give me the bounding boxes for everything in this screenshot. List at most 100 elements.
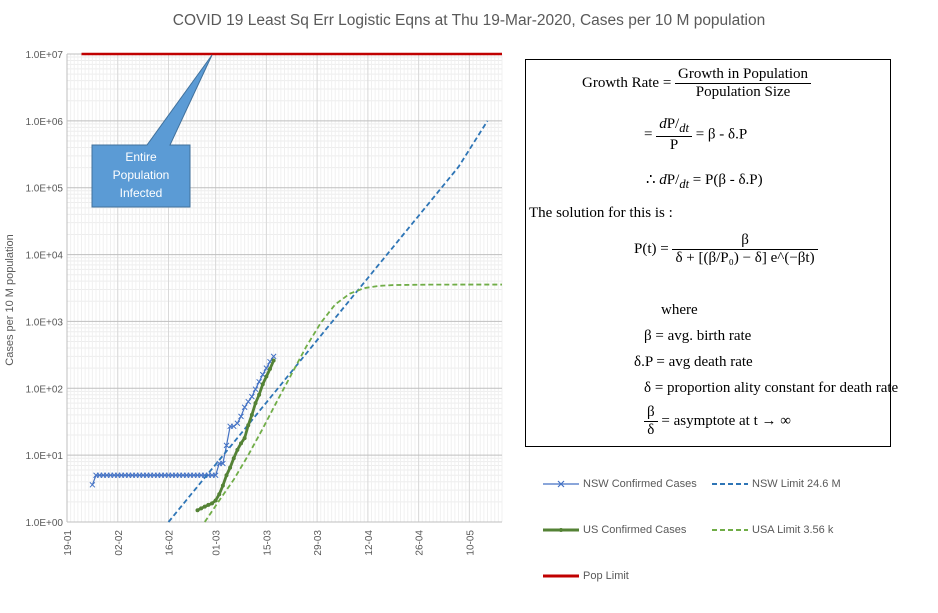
series-us-confirmed-cases-point-7 [220, 483, 225, 488]
series-nsw-confirmed-cases-point-0 [89, 481, 96, 488]
legend-us-confirmed-label: US Confirmed Cases [583, 524, 687, 536]
dpdt-rhs: = P(β - δ.P) [692, 172, 763, 188]
growth-numerator: Growth in Population [675, 66, 812, 84]
series-us-confirmed-cases-point-16 [253, 401, 258, 406]
def-death-rate: δ.P = avg death rate [634, 354, 753, 370]
x-tick-label-2: 16-02 [165, 530, 176, 556]
legend-nsw-confirmed: NSW Confirmed Cases [543, 478, 697, 490]
growth-denominator: Population Size [695, 84, 791, 100]
y-tick-label-0: 1.0E+00 [25, 518, 63, 529]
y-tick-label-4: 1.0E+04 [25, 251, 63, 262]
series-nsw-limit-24-6-m-line [167, 120, 489, 523]
where-text: where [661, 302, 698, 318]
x-tick-label-0: 19-01 [63, 530, 74, 556]
callout-box [91, 54, 213, 208]
callout-text: Entire Population Infected [92, 148, 190, 202]
def-asymptote: β δ = asymptote at t → ∞ [644, 404, 791, 439]
growth-fraction: Growth in Population Population Size [675, 66, 812, 101]
series-us-confirmed-cases-point-21 [271, 358, 276, 363]
y-tick-label-6: 1.0E+06 [25, 117, 63, 128]
series-us-confirmed-cases-point-9 [228, 465, 233, 470]
series-us-confirmed-cases-point-10 [231, 456, 236, 461]
y-tick-label-1: 1.0E+01 [25, 451, 63, 462]
series-us-confirmed-cases-point-5 [213, 498, 218, 503]
x-tick-label-8: 10-05 [465, 530, 476, 556]
pt-equation: P(t) = β δ + [(β/P₀) − δ] e^(−βt) [634, 232, 818, 267]
series-us-confirmed-cases-point-0 [195, 508, 200, 513]
series-us-confirmed-cases-point-12 [239, 441, 243, 446]
pt-numerator: β [672, 232, 818, 250]
p-denominator: P [669, 137, 679, 153]
legend-nsw-limit-marker [712, 483, 748, 486]
rate-equation: = dP/dt P = β - δ.P [644, 116, 748, 154]
series-us-confirmed-cases-point-17 [257, 392, 262, 397]
legend-us-confirmed: US Confirmed Cases [543, 524, 686, 536]
series-us-confirmed-cases-point-20 [268, 366, 272, 371]
series-nsw-confirmed-cases-point-45 [252, 386, 259, 393]
series-us-confirmed-cases-point-8 [224, 473, 229, 478]
y-tick-label-5: 1.0E+05 [25, 184, 63, 195]
pt-label: P(t) = [634, 240, 669, 257]
callout-line-1: Entire [125, 150, 157, 164]
series-nsw-confirmed-cases-point-34 [212, 472, 219, 479]
legend-pop-limit-marker [543, 574, 579, 578]
series-us-confirmed-cases-point-1 [199, 506, 204, 511]
dpdt-equation: ∴ dP/dt = P(β - δ.P) [646, 172, 763, 191]
pt-denominator: δ + [(β/P₀) − δ] e^(−βt) [675, 250, 815, 266]
legend-usa-limit-label: USA Limit 3.56 k [752, 524, 834, 536]
legend-usa-limit: USA Limit 3.56 k [712, 524, 833, 536]
beta-numerator: β [644, 404, 658, 422]
def-proportionality: δ = proportion ality constant for death … [644, 380, 899, 396]
legend-nsw-confirmed-label: NSW Confirmed Cases [583, 478, 697, 490]
series-nsw-confirmed-cases-point-44 [249, 393, 255, 400]
growth-rate-equation: Growth Rate = Growth in Population Popul… [582, 66, 812, 101]
x-tick-label-1: 02-02 [114, 530, 125, 556]
series-us-confirmed-cases-point-3 [206, 502, 211, 507]
asymptote-rhs: = asymptote at t → ∞ [661, 412, 791, 429]
delta-denominator: δ [647, 422, 655, 438]
series-us-confirmed-cases-point-2 [202, 504, 207, 509]
series-us-confirmed-cases-point-15 [249, 412, 254, 417]
legend-usa-limit-marker [712, 529, 748, 532]
series-us-confirmed-cases-point-4 [210, 501, 214, 506]
solution-text: The solution for this is : [529, 205, 673, 221]
series-us-confirmed-cases-point-11 [235, 447, 240, 452]
chart-title: COVID 19 Least Sq Err Logistic Eqns at T… [172, 12, 766, 29]
legend-nsw-confirmed-marker [543, 480, 579, 488]
callout-line-2: Population [112, 168, 170, 182]
y-axis-label: Cases per 10 M population [4, 234, 16, 365]
x-axis-ticks: 19-01 02-02 16-02 01-03 15-03 29-03 12-04 26-04… [63, 530, 476, 556]
grid [66, 53, 503, 523]
y-tick-label-7: 1.0E+07 [25, 50, 63, 61]
series-us-confirmed-cases-point-13 [242, 436, 247, 441]
def-birth-rate: β = avg. birth rate [644, 328, 752, 344]
series-us-confirmed-cases-point-18 [260, 382, 265, 387]
legend-pop-limit: Pop Limit [543, 570, 629, 582]
legend-nsw-limit: NSW Limit 24.6 M [712, 478, 841, 490]
pt-fraction: β δ + [(β/P₀) − δ] e^(−βt) [672, 232, 818, 267]
x-tick-label-5: 29-03 [313, 530, 324, 556]
rate-rhs: = β - δ.P [695, 126, 748, 143]
callout-line-3: Infected [119, 186, 163, 200]
series-nsw-confirmed-cases-point-41 [238, 413, 244, 420]
legend-us-confirmed-marker [543, 528, 579, 533]
series-usa-limit-3-56-k-line [204, 283, 502, 523]
y-tick-label-2: 1.0E+02 [25, 384, 63, 395]
x-tick-label-3: 01-03 [212, 530, 223, 556]
series-us-confirmed-cases-point-14 [246, 423, 251, 428]
x-tick-label-4: 15-03 [262, 530, 273, 556]
series-nsw-confirmed-cases-point-43 [245, 398, 252, 405]
growth-rate-label: Growth Rate [582, 74, 660, 91]
equation-box: Growth Rate = Growth in Population Popul… [525, 59, 898, 447]
series-layer [81, 52, 502, 523]
beta-over-delta: β δ [644, 404, 658, 439]
series-us-confirmed-cases-point-6 [217, 492, 222, 497]
dpdt-numerator: dP/dt [656, 116, 692, 137]
series-nsw-confirmed-cases-point-46 [256, 378, 262, 385]
series-nsw-confirmed-cases-point-36 [220, 460, 226, 467]
y-axis-ticks: 1.0E+00 1.0E+01 1.0E+02 1.0E+03 1.0E+04 1.0E+… [25, 50, 63, 529]
x-tick-label-6: 12-04 [364, 530, 375, 556]
series-nsw-confirmed-cases-point-37 [223, 442, 230, 449]
dpdt-over-p: dP/dt P [656, 116, 692, 154]
